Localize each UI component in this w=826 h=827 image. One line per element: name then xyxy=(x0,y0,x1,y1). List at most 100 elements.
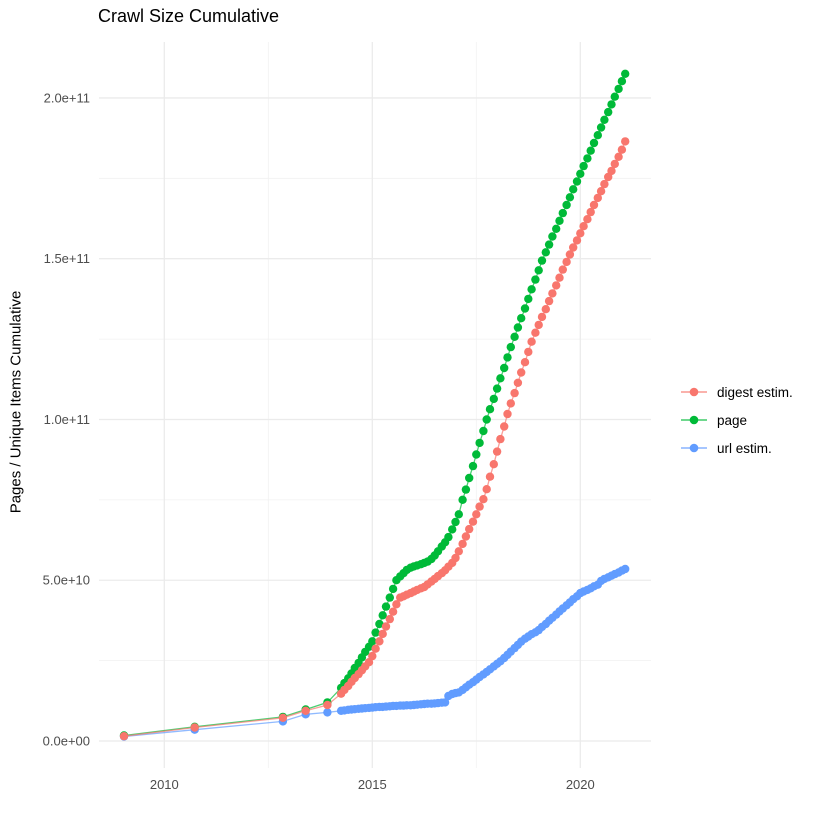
data-point xyxy=(468,461,478,471)
data-point xyxy=(607,166,616,176)
data-point xyxy=(614,152,623,161)
data-point xyxy=(485,405,495,414)
data-point xyxy=(552,281,561,290)
data-point xyxy=(475,438,484,448)
data-point xyxy=(565,193,575,202)
data-point xyxy=(596,123,606,132)
data-point xyxy=(496,434,505,444)
data-point xyxy=(482,415,491,424)
data-point xyxy=(301,706,310,715)
data-point xyxy=(513,323,523,332)
data-point xyxy=(492,384,502,393)
data-point xyxy=(368,651,377,661)
data-point xyxy=(544,240,554,249)
data-point xyxy=(444,532,453,542)
legend-key-digest-icon xyxy=(681,387,707,397)
data-point xyxy=(569,185,578,194)
data-point xyxy=(600,115,609,125)
legend-key-url-icon xyxy=(681,443,707,453)
data-point xyxy=(562,257,571,267)
y-tick-label: 5.0e+10 xyxy=(43,573,90,588)
data-point xyxy=(392,600,401,609)
data-point xyxy=(544,296,554,306)
data-point xyxy=(472,510,481,519)
data-point xyxy=(510,332,519,341)
data-point xyxy=(534,266,543,275)
chart-title: Crawl Size Cumulative xyxy=(98,6,280,26)
data-point xyxy=(458,495,467,504)
data-point xyxy=(119,732,129,741)
data-point xyxy=(524,294,533,304)
data-point xyxy=(583,154,592,163)
data-point xyxy=(323,708,332,717)
data-point xyxy=(378,611,387,620)
data-point xyxy=(371,628,380,637)
data-point xyxy=(388,607,398,616)
data-point xyxy=(510,388,519,398)
x-tick-label: 2010 xyxy=(150,777,179,792)
data-point xyxy=(593,193,602,203)
data-point xyxy=(548,232,557,241)
data-point xyxy=(586,207,595,217)
data-point xyxy=(531,275,540,284)
data-point xyxy=(381,602,391,611)
data-point xyxy=(531,328,540,337)
series-url-estim xyxy=(119,564,630,741)
data-point xyxy=(610,92,619,101)
data-point xyxy=(500,422,509,431)
data-point xyxy=(461,532,471,541)
data-point xyxy=(617,77,627,86)
data-point xyxy=(579,161,588,171)
data-point xyxy=(576,169,585,178)
y-tick-label: 1.5e+11 xyxy=(44,251,90,266)
data-point xyxy=(385,593,394,602)
data-point xyxy=(569,243,578,252)
data-point xyxy=(607,100,616,109)
data-point xyxy=(562,200,571,210)
data-point xyxy=(506,399,515,408)
data-point xyxy=(496,374,505,383)
data-point xyxy=(520,304,530,313)
data-point xyxy=(527,285,536,294)
data-point xyxy=(614,84,623,94)
data-point xyxy=(482,485,491,494)
data-point xyxy=(583,215,592,224)
y-tick-label: 2.0e+11 xyxy=(44,90,90,105)
legend-label-url-estim: url estim. xyxy=(717,440,772,456)
data-point xyxy=(375,619,384,629)
data-point xyxy=(593,131,602,140)
data-point xyxy=(454,510,463,519)
data-point xyxy=(621,564,630,574)
grid-minor xyxy=(99,42,651,768)
data-point xyxy=(610,159,619,169)
data-point xyxy=(448,525,457,534)
data-point xyxy=(385,614,394,624)
x-tick-label: 2020 xyxy=(566,777,595,792)
data-point xyxy=(555,273,564,282)
data-point xyxy=(451,553,460,563)
data-point xyxy=(541,248,550,257)
data-point xyxy=(371,644,380,653)
data-point xyxy=(517,368,526,377)
data-point xyxy=(552,224,561,233)
data-point xyxy=(527,337,536,346)
data-point xyxy=(517,314,526,323)
data-point xyxy=(558,265,567,274)
data-point xyxy=(465,524,474,534)
data-point xyxy=(520,358,530,367)
data-point xyxy=(586,146,595,155)
y-tick-label: 1.0e+11 xyxy=(44,412,90,427)
legend-item-page: page xyxy=(681,406,793,434)
data-point xyxy=(548,289,557,298)
data-point xyxy=(541,305,550,314)
x-tick-label: 2015 xyxy=(358,777,387,792)
data-point xyxy=(190,723,199,732)
data-point xyxy=(572,236,582,245)
data-point xyxy=(524,347,533,357)
data-point xyxy=(375,637,384,646)
data-point xyxy=(503,353,512,362)
data-point xyxy=(503,409,512,419)
data-point xyxy=(381,622,391,631)
